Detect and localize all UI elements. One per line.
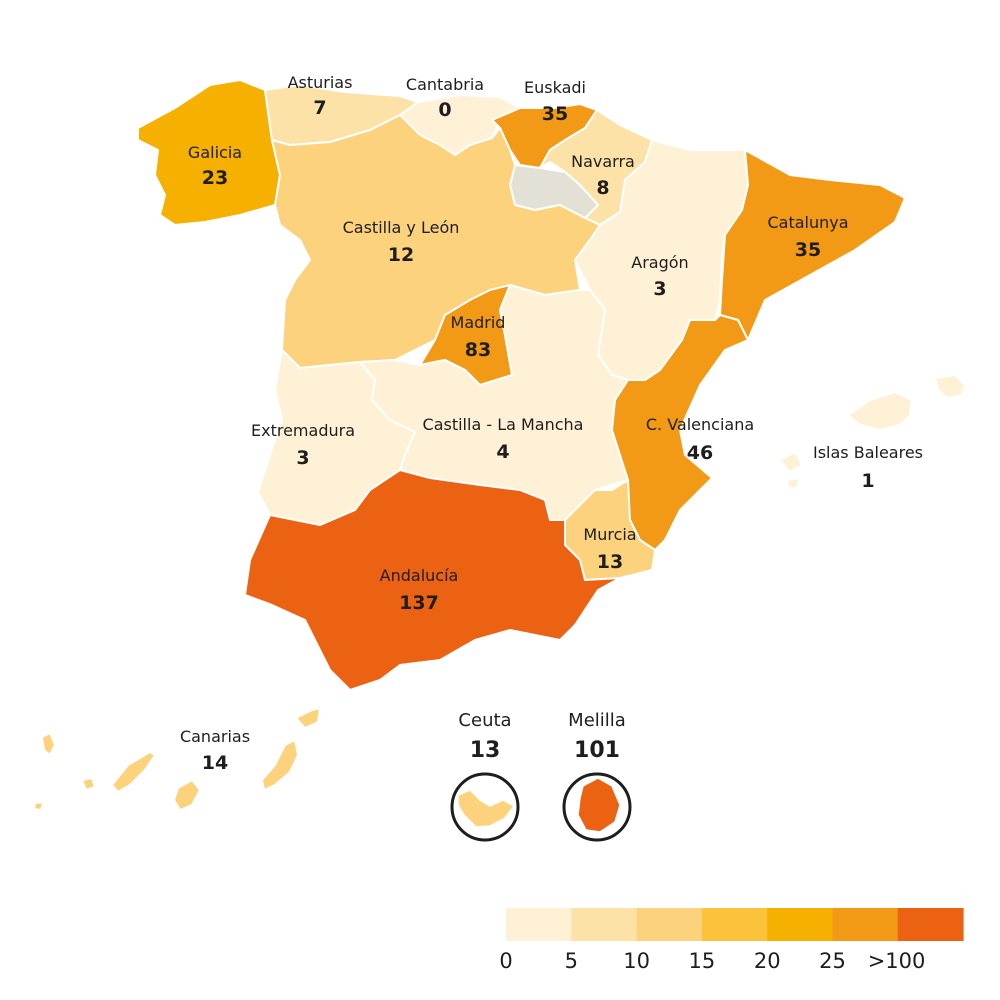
legend-tick-label: 25 <box>819 949 846 973</box>
region-labels: Galicia 23 Asturias 7 Cantabria 0 Euskad… <box>180 73 923 774</box>
label-euskadi: Euskadi <box>524 78 586 97</box>
inset-ceuta: Ceuta 13 <box>450 710 520 842</box>
region-canarias[interactable] <box>33 707 321 811</box>
label-cantabria: Cantabria <box>406 75 484 94</box>
label-catalunya: Catalunya <box>767 213 848 232</box>
legend-tick-label: 20 <box>754 949 781 973</box>
label-baleares: Islas Baleares <box>813 443 923 462</box>
legend-swatch <box>897 908 964 941</box>
legend-tick-label: 15 <box>689 949 716 973</box>
legend-tick-label: 0 <box>499 949 512 973</box>
label-murcia: Murcia <box>583 525 636 544</box>
label-melilla: Melilla <box>568 710 626 731</box>
legend-swatch <box>767 908 833 941</box>
label-castilla-la-mancha: Castilla - La Mancha <box>423 415 584 434</box>
value-murcia: 13 <box>597 551 623 573</box>
label-extremadura: Extremadura <box>251 421 355 440</box>
label-aragon: Aragón <box>631 253 688 272</box>
value-baleares: 1 <box>861 470 874 492</box>
value-catalunya: 35 <box>795 239 821 261</box>
label-madrid: Madrid <box>451 313 506 332</box>
value-cantabria: 0 <box>438 99 451 121</box>
label-castilla-y-leon: Castilla y León <box>343 218 460 237</box>
value-euskadi: 35 <box>542 103 568 125</box>
legend-swatch <box>506 908 572 941</box>
region-galicia[interactable] <box>137 79 281 226</box>
legend-swatch <box>701 908 768 941</box>
value-ceuta: 13 <box>470 738 501 763</box>
value-valenciana: 46 <box>687 442 713 464</box>
region-andalucia[interactable] <box>244 469 621 691</box>
value-castilla-la-mancha: 4 <box>496 441 509 463</box>
value-andalucia: 137 <box>399 592 439 614</box>
label-asturias: Asturias <box>288 73 353 92</box>
region-ceuta[interactable] <box>457 789 516 828</box>
value-extremadura: 3 <box>296 447 309 469</box>
value-galicia: 23 <box>202 167 228 189</box>
legend-swatch <box>571 908 638 941</box>
region-melilla[interactable] <box>577 777 621 833</box>
legend-tick-label: 10 <box>623 949 650 973</box>
value-navarra: 8 <box>596 177 609 199</box>
legend-swatch <box>832 908 899 941</box>
color-legend: 0 5 10 15 20 25 >100 <box>499 908 964 973</box>
legend-tick-label: 5 <box>565 949 578 973</box>
value-canarias: 14 <box>202 752 228 774</box>
legend-swatch <box>636 908 703 941</box>
value-asturias: 7 <box>313 97 326 119</box>
region-baleares[interactable] <box>779 374 966 489</box>
region-shapes <box>33 79 966 811</box>
inset-melilla: Melilla 101 <box>562 710 632 842</box>
label-navarra: Navarra <box>571 152 635 171</box>
label-andalucia: Andalucía <box>380 566 459 585</box>
label-canarias: Canarias <box>180 727 250 746</box>
value-aragon: 3 <box>653 278 666 300</box>
legend-tick-label: >100 <box>868 949 926 973</box>
label-valenciana: C. Valenciana <box>646 415 754 434</box>
region-catalunya[interactable] <box>719 149 906 341</box>
label-galicia: Galicia <box>188 143 242 162</box>
label-ceuta: Ceuta <box>458 710 511 731</box>
value-melilla: 101 <box>574 738 620 763</box>
value-castilla-y-leon: 12 <box>388 244 414 266</box>
value-madrid: 83 <box>465 339 491 361</box>
